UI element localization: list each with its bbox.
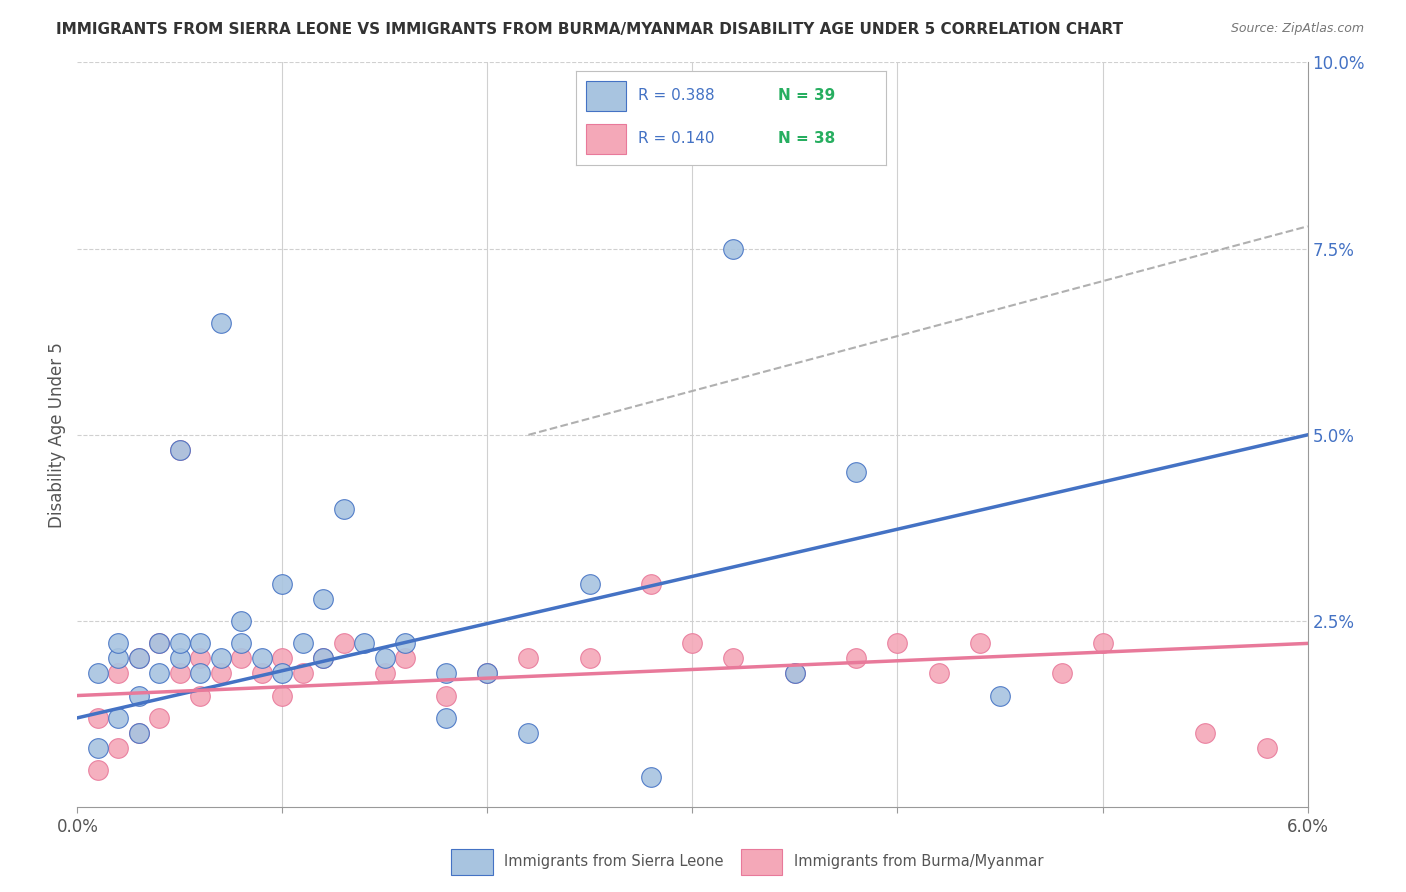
- Point: [128, 689, 150, 703]
- Point: [148, 636, 170, 650]
- Bar: [741, 849, 782, 875]
- Point: [477, 666, 499, 681]
- Point: [640, 771, 662, 785]
- Text: N = 38: N = 38: [778, 131, 835, 145]
- Point: [271, 689, 294, 703]
- Point: [190, 666, 212, 681]
- Point: [394, 636, 416, 650]
- Point: [1194, 726, 1216, 740]
- Point: [886, 636, 908, 650]
- Point: [723, 651, 745, 665]
- Point: [969, 636, 991, 650]
- Point: [271, 666, 294, 681]
- Point: [107, 636, 129, 650]
- Bar: [586, 81, 626, 111]
- Point: [517, 726, 540, 740]
- Bar: [586, 124, 626, 153]
- Point: [436, 666, 458, 681]
- Point: [169, 442, 191, 457]
- Point: [250, 651, 273, 665]
- Point: [783, 666, 806, 681]
- Point: [1256, 740, 1278, 755]
- Point: [87, 666, 110, 681]
- Point: [845, 465, 868, 479]
- Point: [107, 651, 129, 665]
- Point: [579, 577, 602, 591]
- Point: [1050, 666, 1073, 681]
- Text: IMMIGRANTS FROM SIERRA LEONE VS IMMIGRANTS FROM BURMA/MYANMAR DISABILITY AGE UND: IMMIGRANTS FROM SIERRA LEONE VS IMMIGRAN…: [56, 22, 1123, 37]
- Text: N = 39: N = 39: [778, 87, 835, 103]
- Point: [190, 651, 212, 665]
- Point: [477, 666, 499, 681]
- Point: [107, 711, 129, 725]
- Point: [374, 666, 396, 681]
- Point: [87, 740, 110, 755]
- Point: [169, 442, 191, 457]
- Point: [436, 711, 458, 725]
- Point: [333, 636, 356, 650]
- Point: [1091, 636, 1114, 650]
- Point: [291, 666, 314, 681]
- Point: [190, 636, 212, 650]
- Point: [783, 666, 806, 681]
- Point: [209, 316, 232, 330]
- Text: Source: ZipAtlas.com: Source: ZipAtlas.com: [1230, 22, 1364, 36]
- Point: [333, 502, 356, 516]
- Point: [436, 689, 458, 703]
- Point: [231, 651, 253, 665]
- Point: [128, 726, 150, 740]
- Point: [988, 689, 1011, 703]
- Point: [312, 651, 335, 665]
- Point: [87, 711, 110, 725]
- Point: [128, 726, 150, 740]
- Point: [128, 651, 150, 665]
- Point: [579, 651, 602, 665]
- Point: [250, 666, 273, 681]
- Point: [845, 651, 868, 665]
- Point: [312, 591, 335, 606]
- Y-axis label: Disability Age Under 5: Disability Age Under 5: [48, 342, 66, 528]
- Point: [107, 740, 129, 755]
- Point: [312, 651, 335, 665]
- Point: [148, 636, 170, 650]
- Point: [231, 614, 253, 628]
- Point: [169, 651, 191, 665]
- Point: [271, 651, 294, 665]
- Point: [353, 636, 375, 650]
- Point: [128, 651, 150, 665]
- Point: [517, 651, 540, 665]
- Point: [169, 636, 191, 650]
- Point: [394, 651, 416, 665]
- Text: R = 0.140: R = 0.140: [638, 131, 714, 145]
- Point: [87, 763, 110, 777]
- Point: [209, 666, 232, 681]
- Point: [209, 651, 232, 665]
- Point: [723, 242, 745, 256]
- Text: R = 0.388: R = 0.388: [638, 87, 714, 103]
- Point: [190, 689, 212, 703]
- Point: [169, 666, 191, 681]
- Point: [231, 636, 253, 650]
- Point: [640, 577, 662, 591]
- Point: [107, 666, 129, 681]
- Text: Immigrants from Sierra Leone: Immigrants from Sierra Leone: [505, 854, 724, 869]
- Point: [148, 711, 170, 725]
- Text: Immigrants from Burma/Myanmar: Immigrants from Burma/Myanmar: [794, 854, 1043, 869]
- Point: [291, 636, 314, 650]
- Point: [148, 666, 170, 681]
- Point: [682, 636, 704, 650]
- Point: [928, 666, 950, 681]
- Bar: [451, 849, 492, 875]
- Point: [271, 577, 294, 591]
- Point: [374, 651, 396, 665]
